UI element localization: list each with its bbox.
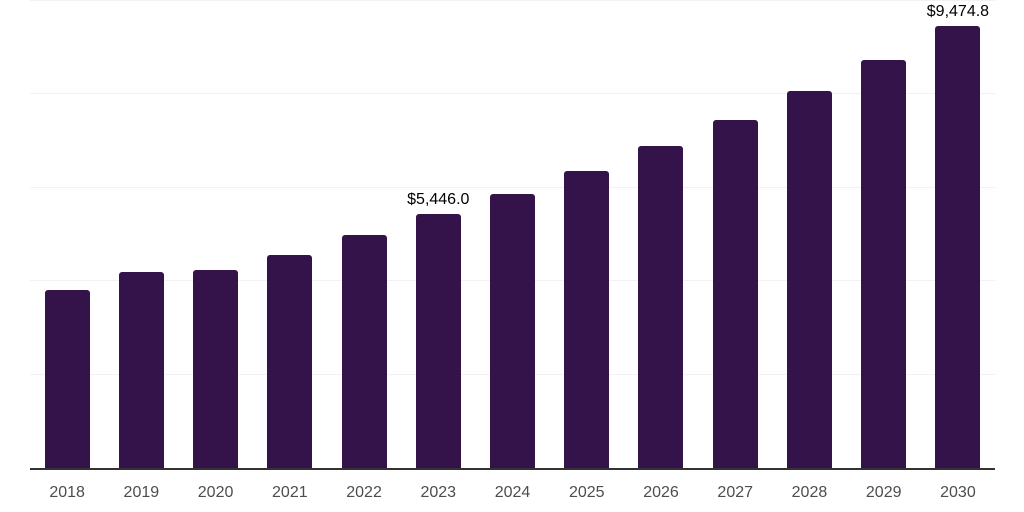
- bar-slot: [104, 1, 178, 468]
- bar-slot: [253, 1, 327, 468]
- bar-slot: [550, 1, 624, 468]
- x-tick-label: 2018: [49, 484, 85, 501]
- bar-2027: [712, 119, 758, 468]
- bar-2026: [638, 146, 684, 468]
- bars: $5,446.0 $9,474.8: [30, 1, 995, 468]
- bar-2018: [44, 289, 90, 468]
- x-tick-label: 2020: [197, 484, 234, 501]
- bar-slot: $9,474.8: [921, 1, 995, 468]
- bar-value-label: $5,446.0: [407, 190, 470, 208]
- bar-slot: [475, 1, 549, 468]
- x-axis-line: [30, 468, 995, 470]
- gridline: [30, 186, 995, 188]
- x-tick-label: 2024: [494, 484, 531, 501]
- bar-2019: [118, 272, 164, 468]
- x-tick-label: 2028: [791, 484, 828, 501]
- bar-slot: $5,446.0: [401, 1, 475, 468]
- x-tick-label: 2029: [865, 484, 902, 501]
- bar-slot: [327, 1, 401, 468]
- bar-slot: [847, 1, 921, 468]
- bar-2029: [861, 60, 907, 468]
- bar-slot: [772, 1, 846, 468]
- gridline: [30, 93, 995, 95]
- bar-2024: [490, 193, 536, 468]
- bar-2020: [193, 270, 239, 468]
- x-tick-label: 2025: [568, 484, 605, 501]
- bar-2021: [267, 254, 313, 468]
- bar-2025: [564, 171, 610, 468]
- bar-2022: [341, 235, 387, 468]
- x-tick-label: 2019: [123, 484, 160, 501]
- bar-2023: [415, 213, 461, 468]
- bar-slot: [30, 1, 104, 468]
- x-tick-label: 2023: [420, 484, 457, 501]
- x-tick-label: 2022: [346, 484, 382, 501]
- bar-slot: [698, 1, 772, 468]
- x-axis-labels: 2018 2019 2020 2021 2022 2023 2024 2025 2026 2027…: [30, 483, 995, 502]
- x-tick-label: 2030: [940, 484, 976, 501]
- bar-slot: [178, 1, 252, 468]
- bar-value-label: $9,474.8: [926, 2, 990, 20]
- x-tick-label: 2021: [272, 484, 308, 501]
- plot-area: $5,446.0 $9,474.8: [30, 0, 995, 468]
- x-tick-label: 2026: [643, 484, 679, 501]
- bar-2028: [786, 90, 832, 468]
- x-tick-label: 2027: [717, 484, 754, 501]
- gridline: [30, 0, 995, 1]
- bar-slot: [624, 1, 698, 468]
- bar-2030: [935, 25, 981, 468]
